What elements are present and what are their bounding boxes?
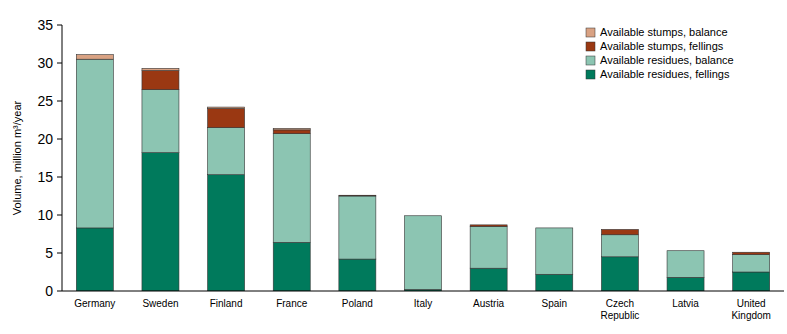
x-axis [62, 291, 784, 292]
x-tick-label: UnitedKingdom [731, 298, 770, 321]
y-tick [57, 25, 62, 26]
y-tick [57, 177, 62, 178]
bar [536, 227, 573, 228]
legend-label: Available residues, fellings [600, 68, 730, 80]
y-tick-label: 30 [37, 55, 53, 71]
bar [339, 195, 376, 196]
x-tick-label: Germany [74, 298, 115, 309]
legend-swatch [586, 28, 595, 37]
bar [208, 128, 245, 175]
y-tick-label: 0 [45, 283, 53, 299]
x-tick-label: Poland [342, 298, 373, 309]
bar [405, 215, 442, 216]
y-tick-label: 10 [37, 207, 53, 223]
y-tick-label: 20 [37, 131, 53, 147]
bar [667, 250, 704, 251]
x-tick-label: France [276, 298, 308, 309]
bar [208, 107, 245, 109]
legend-swatch [586, 42, 595, 51]
y-tick-label: 5 [45, 245, 53, 261]
x-tick-label: Austria [473, 298, 505, 309]
y-tick [57, 63, 62, 64]
legend-label: Available stumps, fellings [600, 40, 724, 52]
x-tick-label: Finland [210, 298, 243, 309]
bar [273, 128, 310, 130]
bar [142, 153, 179, 291]
bar [470, 226, 507, 268]
legend-swatch [586, 56, 595, 65]
chart: 0 5 10 15 20 25 30 35 Germany Sweden Finland France… [0, 0, 787, 334]
legend: Available stumps, balance Available stump… [586, 26, 734, 80]
bar [339, 196, 376, 259]
y-tick [57, 215, 62, 216]
bar [733, 252, 770, 253]
y-axis [62, 25, 63, 291]
y-tick [57, 101, 62, 102]
legend-label: Available residues, balance [600, 54, 734, 66]
bar [273, 242, 310, 291]
y-tick-label: 35 [37, 17, 53, 33]
bar [601, 235, 638, 257]
y-axis-label: Volume, million m³/year [11, 101, 23, 216]
bar [470, 224, 507, 225]
bar [76, 55, 113, 60]
bar [601, 229, 638, 230]
x-tick-label: Italy [414, 298, 432, 309]
bar [76, 228, 113, 291]
bar [733, 252, 770, 254]
x-tick-label: Latvia [672, 298, 699, 309]
bar [273, 130, 310, 134]
bar [142, 68, 179, 70]
bar [536, 227, 573, 228]
bar [667, 251, 704, 278]
bar [405, 216, 442, 290]
bars [76, 55, 769, 291]
x-tick-label: Sweden [142, 298, 178, 309]
x-tick-label: Spain [541, 298, 567, 309]
bar [733, 272, 770, 291]
bar [667, 250, 704, 251]
bar [339, 259, 376, 291]
bar [76, 59, 113, 228]
bar [208, 175, 245, 291]
legend-label: Available stumps, balance [600, 26, 728, 38]
bar [405, 215, 442, 216]
y-tick [57, 291, 62, 292]
bar [601, 229, 638, 234]
bar [733, 255, 770, 272]
y-tick [57, 253, 62, 254]
bar [667, 277, 704, 291]
bar [470, 225, 507, 227]
bar [601, 257, 638, 291]
x-tick-label: CzechRepublic [600, 298, 639, 321]
bar [470, 268, 507, 291]
bar [339, 195, 376, 197]
y-tick [57, 139, 62, 140]
y-tick-label: 25 [37, 93, 53, 109]
bar [208, 109, 245, 128]
bar [142, 90, 179, 153]
bar [536, 228, 573, 274]
y-tick-label: 15 [37, 169, 53, 185]
bar [142, 71, 179, 90]
legend-swatch [586, 70, 595, 79]
bar [536, 274, 573, 291]
bar [273, 134, 310, 243]
